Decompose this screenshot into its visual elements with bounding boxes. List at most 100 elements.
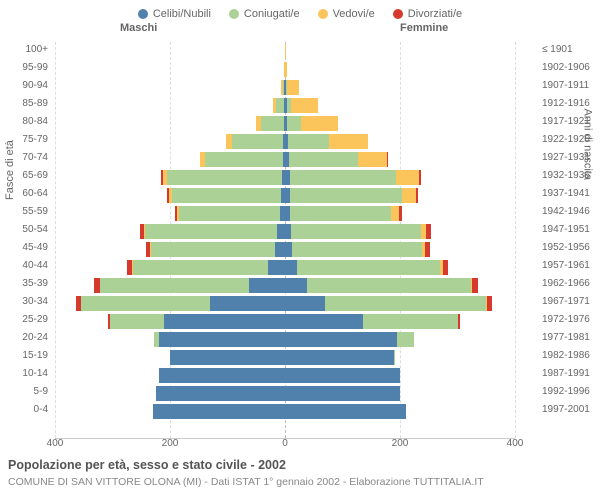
bar-seg-married bbox=[172, 188, 281, 203]
age-label: 40-44 bbox=[0, 260, 48, 271]
x-tick: 200 bbox=[392, 438, 409, 449]
birth-label: 1977-1981 bbox=[542, 332, 590, 343]
bar-seg-widow bbox=[301, 116, 338, 131]
age-label: 15-19 bbox=[0, 350, 48, 361]
bar-seg-single bbox=[164, 314, 285, 329]
bar-seg-single bbox=[285, 332, 397, 347]
age-label: 80-84 bbox=[0, 116, 48, 127]
bar-seg-single bbox=[249, 278, 285, 293]
legend-label: Celibi/Nubili bbox=[153, 8, 211, 20]
bar-seg-married bbox=[325, 296, 486, 311]
birth-label: 1967-1971 bbox=[542, 296, 590, 307]
age-row bbox=[55, 296, 515, 311]
birth-label: 1972-1976 bbox=[542, 314, 590, 325]
bar-seg-single bbox=[285, 404, 406, 419]
bar-seg-single bbox=[159, 368, 286, 383]
age-row bbox=[55, 242, 515, 257]
bar-seg-married bbox=[276, 98, 284, 113]
bar-seg-single bbox=[275, 242, 285, 257]
header-male: Maschi bbox=[120, 22, 157, 34]
bar-seg-married bbox=[100, 278, 250, 293]
bar-seg-widow bbox=[285, 62, 287, 77]
age-label: 10-14 bbox=[0, 368, 48, 379]
bar-seg-married bbox=[291, 224, 420, 239]
legend-swatch bbox=[318, 9, 328, 19]
legend-item: Vedovi/e bbox=[318, 8, 375, 20]
legend-swatch bbox=[393, 9, 403, 19]
bar-seg-married bbox=[81, 296, 210, 311]
birth-label: 1962-1966 bbox=[542, 278, 590, 289]
bar-seg-widow bbox=[402, 188, 416, 203]
birth-label: 1987-1991 bbox=[542, 368, 590, 379]
bar-seg-widow bbox=[285, 44, 286, 59]
birth-label: 1902-1906 bbox=[542, 62, 590, 73]
age-row bbox=[55, 224, 515, 239]
bar-seg-div bbox=[425, 242, 430, 257]
age-label: 70-74 bbox=[0, 152, 48, 163]
legend-swatch bbox=[138, 9, 148, 19]
bar-seg-married bbox=[397, 332, 414, 347]
legend-item: Divorziati/e bbox=[393, 8, 462, 20]
bar-seg-married bbox=[288, 134, 328, 149]
birth-label: 1942-1946 bbox=[542, 206, 590, 217]
bar-seg-div bbox=[419, 170, 421, 185]
age-label: 100+ bbox=[0, 44, 48, 55]
bar-seg-widow bbox=[287, 80, 300, 95]
bar-seg-widow bbox=[329, 134, 368, 149]
bar-seg-div bbox=[399, 206, 402, 221]
bar-seg-single bbox=[210, 296, 285, 311]
column-headers: Maschi Femmine bbox=[0, 22, 600, 38]
bar-seg-married bbox=[290, 188, 402, 203]
bar-seg-married bbox=[145, 224, 277, 239]
age-label: 0-4 bbox=[0, 404, 48, 415]
bar-seg-single bbox=[159, 332, 286, 347]
age-label: 75-79 bbox=[0, 134, 48, 145]
bar-seg-married bbox=[290, 170, 396, 185]
birth-label: 1952-1956 bbox=[542, 242, 590, 253]
bar-seg-div bbox=[387, 152, 388, 167]
age-row bbox=[55, 98, 515, 113]
age-label: 55-59 bbox=[0, 206, 48, 217]
bar-seg-single bbox=[153, 404, 285, 419]
bar-seg-single bbox=[285, 260, 297, 275]
bar-seg-married bbox=[179, 206, 280, 221]
bar-seg-married bbox=[110, 314, 165, 329]
age-row bbox=[55, 332, 515, 347]
bar-seg-single bbox=[285, 314, 363, 329]
birth-label: 1932-1936 bbox=[542, 170, 590, 181]
bar-seg-single bbox=[285, 350, 394, 365]
legend-label: Vedovi/e bbox=[333, 8, 375, 20]
birth-label: 1982-1986 bbox=[542, 350, 590, 361]
age-label: 90-94 bbox=[0, 80, 48, 91]
x-tick: 0 bbox=[282, 438, 288, 449]
age-label: 45-49 bbox=[0, 242, 48, 253]
birth-axis: ≤ 19011902-19061907-19111912-19161917-19… bbox=[538, 42, 600, 438]
age-label: 30-34 bbox=[0, 296, 48, 307]
bar-seg-married bbox=[261, 116, 284, 131]
birth-label: 1957-1961 bbox=[542, 260, 590, 271]
x-tick: 400 bbox=[507, 438, 524, 449]
legend-swatch bbox=[229, 9, 239, 19]
bar-seg-div bbox=[426, 224, 431, 239]
bar-seg-married bbox=[394, 350, 395, 365]
x-tick: 200 bbox=[162, 438, 179, 449]
age-row bbox=[55, 314, 515, 329]
age-label: 85-89 bbox=[0, 98, 48, 109]
birth-label: 1907-1911 bbox=[542, 80, 589, 91]
plot-area bbox=[55, 42, 515, 439]
age-label: 5-9 bbox=[0, 386, 48, 397]
bar-seg-married bbox=[363, 314, 458, 329]
birth-label: 1922-1926 bbox=[542, 134, 590, 145]
bar-seg-single bbox=[170, 350, 285, 365]
bar-seg-single bbox=[285, 368, 400, 383]
bar-seg-div bbox=[472, 278, 478, 293]
bar-seg-div bbox=[487, 296, 492, 311]
bar-seg-married bbox=[289, 152, 358, 167]
age-row bbox=[55, 386, 515, 401]
age-row bbox=[55, 62, 515, 77]
bar-seg-widow bbox=[358, 152, 387, 167]
population-pyramid-chart: Celibi/NubiliConiugati/eVedovi/eDivorzia… bbox=[0, 0, 600, 500]
age-row bbox=[55, 170, 515, 185]
bar-seg-widow bbox=[391, 206, 400, 221]
x-tick: 400 bbox=[47, 438, 64, 449]
